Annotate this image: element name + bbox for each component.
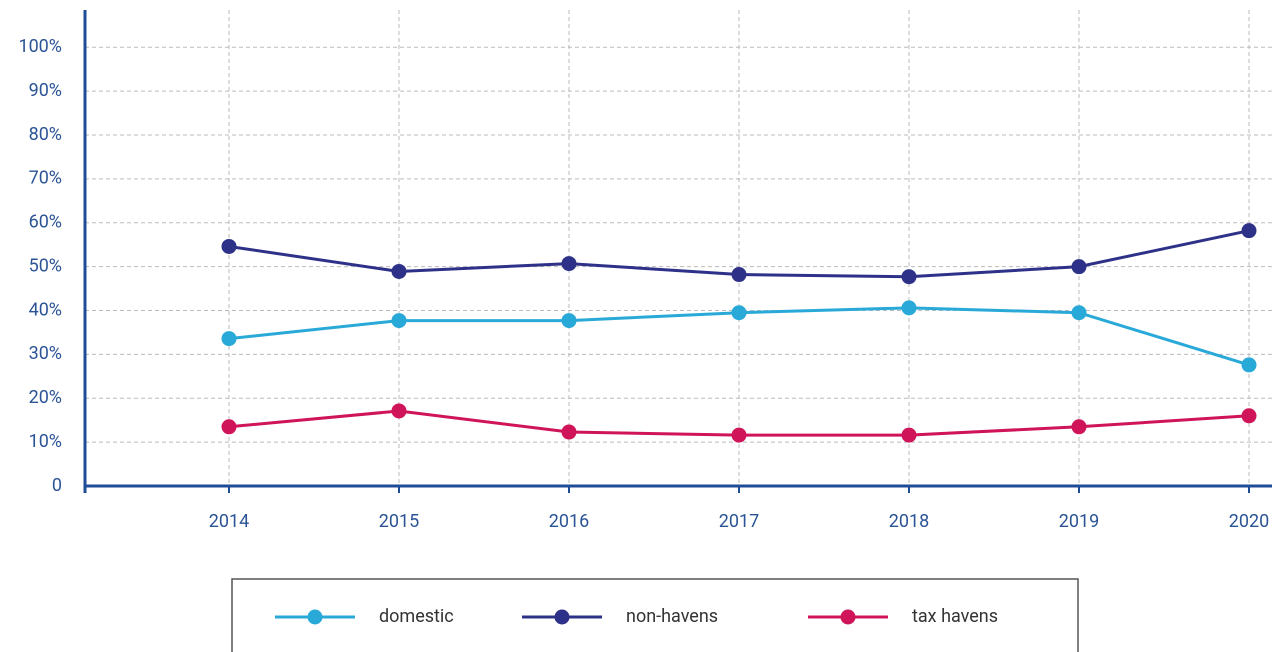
x-tick-label: 2014: [209, 511, 249, 532]
x-tick-label: 2020: [1229, 511, 1269, 532]
y-tick-label: 30%: [29, 343, 62, 364]
data-point: [221, 331, 237, 347]
legend-label: tax havens: [912, 606, 998, 627]
y-tick-label: 10%: [29, 431, 62, 452]
legend-label: non-havens: [626, 606, 718, 627]
data-point: [1071, 259, 1087, 275]
x-tick-label: 2018: [889, 511, 929, 532]
data-point: [221, 419, 237, 435]
x-tick-label: 2017: [719, 511, 759, 532]
y-tick-label: 100%: [18, 36, 62, 57]
legend-box: [231, 578, 1079, 652]
data-point: [1241, 357, 1257, 373]
legend-label: domestic: [379, 606, 454, 627]
data-point: [1241, 408, 1257, 424]
legend-marker: [307, 609, 323, 625]
x-tick-label: 2016: [549, 511, 589, 532]
data-point: [1071, 305, 1087, 321]
y-tick-label: 50%: [29, 255, 62, 276]
data-point: [391, 403, 407, 419]
legend-marker: [554, 609, 570, 625]
y-tick-label: 70%: [29, 168, 62, 189]
data-point: [901, 427, 917, 443]
data-point: [1071, 419, 1087, 435]
y-tick-label: 0: [52, 475, 62, 496]
data-point: [901, 269, 917, 285]
data-point: [731, 427, 747, 443]
legend-marker: [840, 609, 856, 625]
data-point: [1241, 223, 1257, 239]
y-tick-label: 80%: [29, 124, 62, 145]
data-point: [901, 300, 917, 316]
y-tick-label: 20%: [29, 387, 62, 408]
data-point: [731, 267, 747, 283]
legend: domestic non-havens tax havens: [275, 606, 998, 627]
data-point: [561, 313, 577, 329]
data-point: [561, 424, 577, 440]
data-point: [391, 313, 407, 329]
y-tick-label: 90%: [29, 80, 62, 101]
x-tick-label: 2019: [1059, 511, 1099, 532]
data-point: [221, 238, 237, 254]
y-tick-label: 60%: [29, 212, 62, 233]
y-tick-label: 40%: [29, 299, 62, 320]
data-point: [391, 263, 407, 279]
data-point: [731, 305, 747, 321]
x-tick-label: 2015: [379, 511, 419, 532]
data-point: [561, 256, 577, 272]
